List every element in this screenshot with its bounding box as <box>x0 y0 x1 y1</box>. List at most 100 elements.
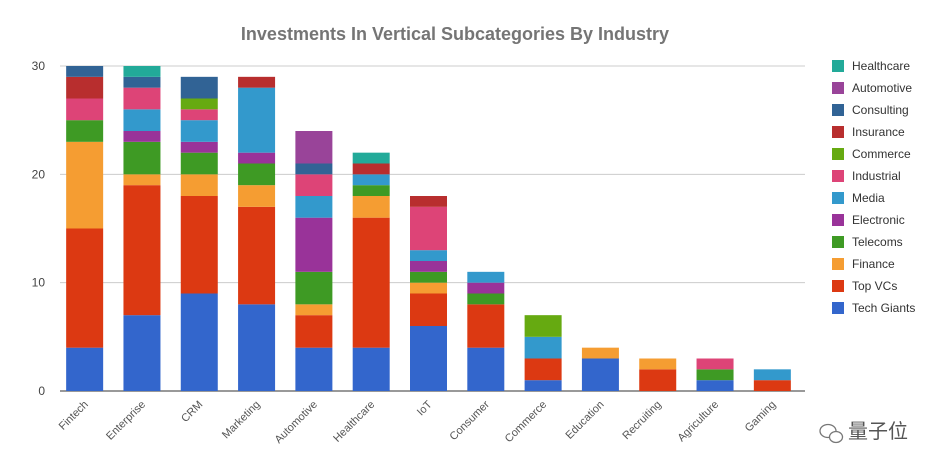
bar-segment-telecoms <box>180 152 218 175</box>
bar-segment-finance <box>410 282 447 294</box>
bar-segment-automotive <box>295 131 333 164</box>
bar-segment-telecoms <box>66 120 104 142</box>
bar-segment-insurance <box>238 76 276 88</box>
bar-segment-media <box>295 196 333 218</box>
legend-swatch <box>832 302 844 314</box>
bar-segment-top-vcs <box>524 358 562 381</box>
legend-swatch <box>832 280 844 292</box>
bar-segment-industrial <box>180 109 218 121</box>
bar-segment-industrial <box>66 98 104 121</box>
x-tick-label: Commerce <box>503 399 550 446</box>
legend-item: Finance <box>832 257 895 271</box>
bar-segment-insurance <box>410 196 447 207</box>
bar-segment-electronic <box>180 141 218 153</box>
bar-segment-top-vcs <box>410 293 447 326</box>
watermark: 量子位 <box>819 420 908 444</box>
legend-swatch <box>832 236 844 248</box>
x-tick-label: Marketing <box>220 399 263 442</box>
bar-segment-media <box>467 271 505 283</box>
bar-segment-tech-giants <box>66 347 104 391</box>
bar-segment-commerce <box>524 315 562 337</box>
legend-label: Consulting <box>852 103 909 117</box>
x-tick-label: IoT <box>415 398 435 418</box>
bar-segment-tech-giants <box>524 380 562 391</box>
bar-segment-consulting <box>180 76 218 99</box>
bar-segment-media <box>123 109 161 131</box>
bar-segment-healthcare <box>123 66 161 77</box>
legend-swatch <box>832 60 844 72</box>
watermark-text: 量子位 <box>848 420 908 443</box>
bar-segment-tech-giants <box>410 326 447 391</box>
legend-item: Industrial <box>832 169 901 183</box>
bar-segment-consulting <box>66 66 104 77</box>
x-tick-label: CRM <box>179 399 205 425</box>
bar-segment-industrial <box>295 174 333 196</box>
bar-segment-tech-giants <box>238 304 276 391</box>
bar-segment-tech-giants <box>295 347 333 391</box>
x-tick-label: Education <box>563 399 606 442</box>
legend-label: Electronic <box>852 213 905 227</box>
legend-item: Insurance <box>832 125 905 139</box>
legend-item: Top VCs <box>832 279 897 293</box>
legend-swatch <box>832 82 844 94</box>
bar-segment-telecoms <box>295 271 333 305</box>
bar-segment-industrial <box>123 87 161 110</box>
legend-item: Commerce <box>832 147 911 161</box>
wechat-icon <box>819 423 844 444</box>
x-tick-label: Healthcare <box>331 399 377 445</box>
bar-segment-electronic <box>410 261 447 272</box>
bar-segment-media <box>753 369 791 381</box>
bar-segment-finance <box>66 141 104 229</box>
x-tick-label: Enterprise <box>104 399 148 443</box>
legend-item: Electronic <box>832 213 905 227</box>
legend-item: Healthcare <box>832 59 910 73</box>
bar-segment-finance <box>123 174 161 186</box>
legend-swatch <box>832 126 844 138</box>
bar-segment-top-vcs <box>352 217 390 348</box>
legend-item: Telecoms <box>832 235 903 249</box>
bar-segment-top-vcs <box>295 315 333 348</box>
legend-swatch <box>832 170 844 182</box>
bar-segment-finance <box>295 304 333 316</box>
bar-segment-top-vcs <box>238 206 276 305</box>
bar-segment-finance <box>639 358 677 370</box>
x-tick-label: Gaming <box>743 399 779 435</box>
bar-segment-commerce <box>180 98 218 110</box>
x-tick-label: Agriculture <box>675 399 721 445</box>
y-tick-label: 10 <box>32 276 46 290</box>
legend-swatch <box>832 192 844 204</box>
bar-segment-tech-giants <box>467 347 505 391</box>
legend-label: Telecoms <box>852 235 903 249</box>
bar-segment-consulting <box>123 76 161 88</box>
y-tick-label: 30 <box>32 59 46 73</box>
legend-item: Consulting <box>832 103 909 117</box>
legend-label: Finance <box>852 257 895 271</box>
bar-segment-tech-giants <box>180 293 218 391</box>
legend-swatch <box>832 258 844 270</box>
legend-swatch <box>832 148 844 160</box>
y-tick-label: 0 <box>38 384 45 398</box>
bar-segment-telecoms <box>410 271 447 283</box>
bar-segment-media <box>524 336 562 359</box>
bar-segment-insurance <box>352 163 390 175</box>
bar-segment-media <box>180 120 218 142</box>
legend-swatch <box>832 104 844 116</box>
legend-item: Media <box>832 191 885 205</box>
x-tick-label: Consumer <box>448 398 493 443</box>
legend-label: Media <box>852 191 885 205</box>
bar-segment-top-vcs <box>180 196 218 294</box>
legend-label: Industrial <box>852 169 901 183</box>
legend-label: Healthcare <box>852 59 910 73</box>
bar-segment-media <box>238 87 276 153</box>
legend-item: Automotive <box>832 81 912 95</box>
bar-segment-telecoms <box>696 369 734 381</box>
bar-segment-top-vcs <box>639 369 677 391</box>
legend-item: Tech Giants <box>832 301 915 315</box>
bar-segment-media <box>352 174 390 186</box>
legend-label: Tech Giants <box>852 301 915 315</box>
bar-segment-tech-giants <box>696 380 734 391</box>
bar-segment-telecoms <box>123 141 161 175</box>
bar-segment-electronic <box>295 217 333 272</box>
